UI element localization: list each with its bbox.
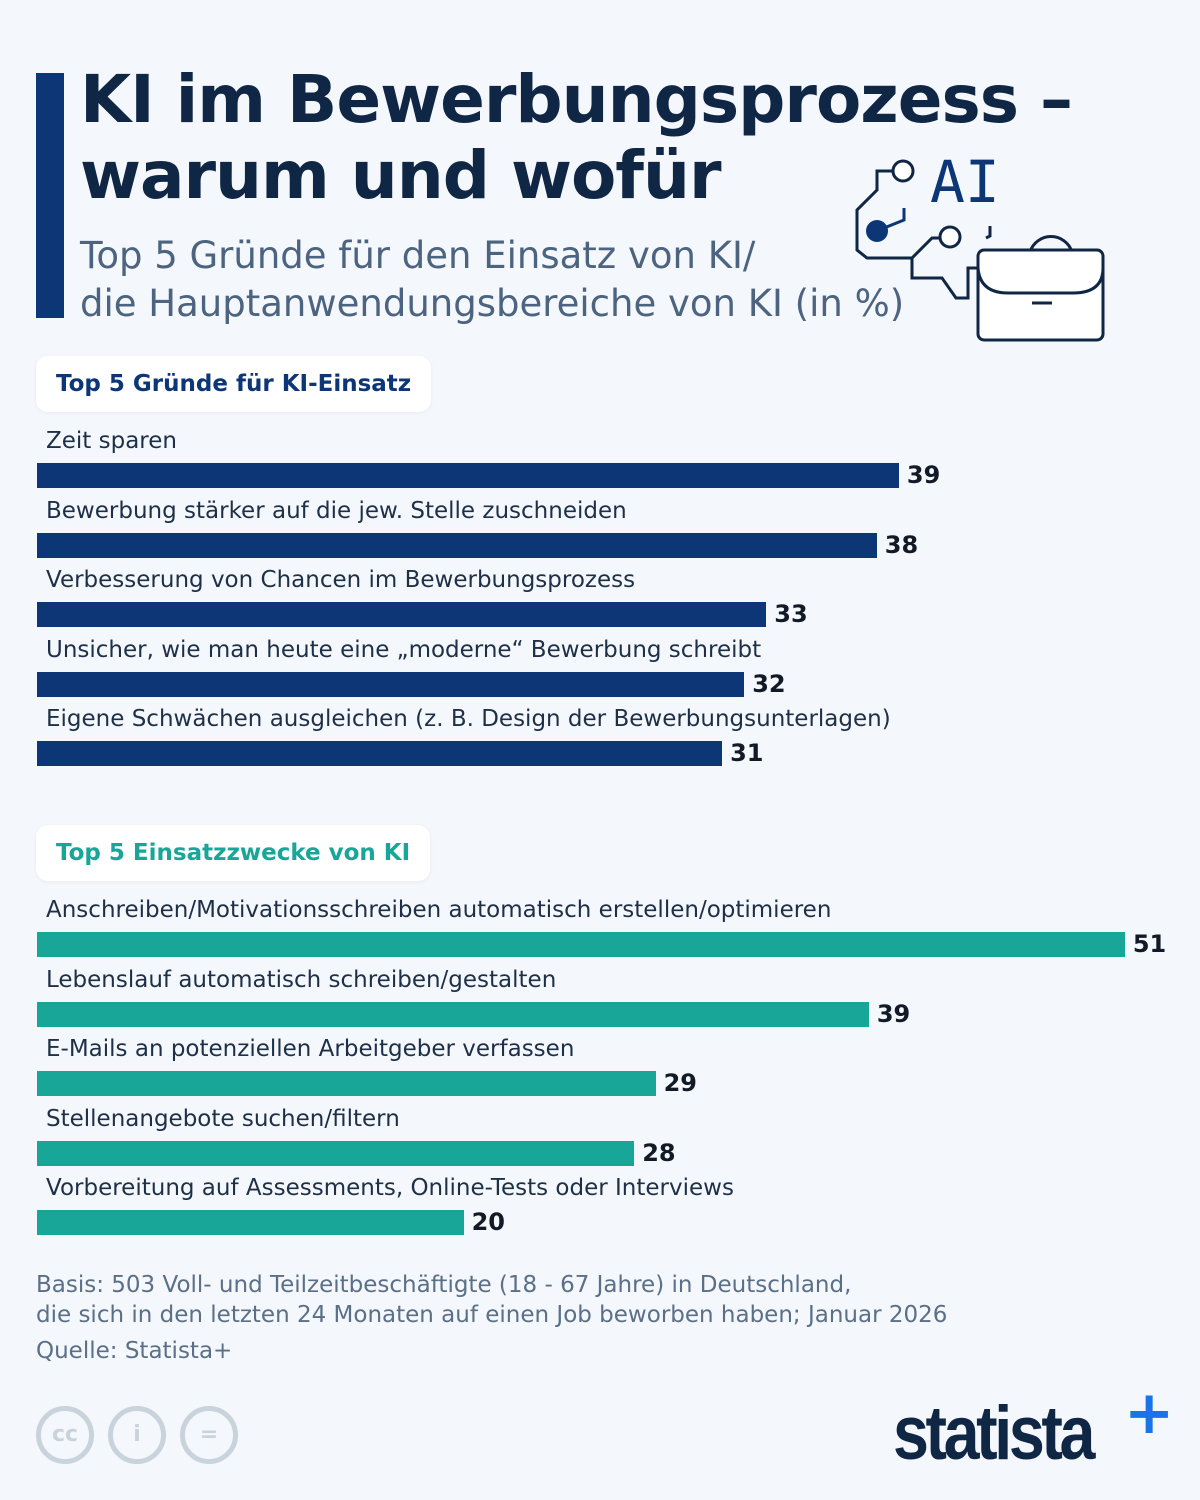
- chart-title: KI im Bewerbungsprozess – warum und wofür: [80, 61, 1073, 214]
- bar: [37, 532, 877, 558]
- bar: [37, 1140, 635, 1166]
- category-label: Bewerbung stärker auf die jew. Stelle zu…: [46, 497, 627, 524]
- value-label: 39: [876, 999, 911, 1028]
- category-label: Zeit sparen: [46, 428, 177, 454]
- value-label: 20: [471, 1208, 505, 1236]
- bar: [37, 463, 899, 488]
- bar: [37, 1210, 464, 1235]
- subtitle-line-1: Top 5 Gründe für den Einsatz von KI/: [80, 234, 756, 277]
- basis-line-2: die sich in den letzten 24 Monaten auf e…: [36, 1302, 948, 1328]
- value-label: 29: [663, 1069, 697, 1097]
- value-label: 31: [730, 739, 764, 767]
- category-label: Vorbereitung auf Assessments, Online-Tes…: [46, 1175, 734, 1201]
- statista-logo[interactable]: statista: [893, 1391, 1095, 1476]
- section-title-2: Top 5 Einsatzzwecke von KI: [36, 825, 431, 881]
- category-label: Eigene Schwächen ausgleichen (z. B. Desi…: [46, 706, 891, 732]
- bar: [37, 1001, 869, 1027]
- bar: [37, 932, 1125, 957]
- category-label: Lebenslauf automatisch schreiben/gestalt…: [46, 966, 557, 993]
- value-label: 51: [1132, 930, 1167, 958]
- category-label: Stellenangebote suchen/filtern: [46, 1105, 400, 1132]
- bar: [37, 1071, 656, 1096]
- value-label: 39: [906, 461, 941, 489]
- category-label: E-Mails an potenziellen Arbeitgeber verf…: [46, 1036, 575, 1062]
- attribution-icon[interactable]: i: [108, 1406, 166, 1464]
- title-line-1: KI im Bewerbungsprozess –: [80, 61, 1073, 138]
- value-label: 33: [774, 600, 808, 628]
- ai-briefcase-icon: AI: [855, 148, 1105, 342]
- source-note: Quelle: Statista+: [36, 1338, 233, 1364]
- section-title-1: Top 5 Gründe für KI-Einsatz: [36, 356, 432, 412]
- basis-line-1: Basis: 503 Voll- und Teilzeitbeschäftigt…: [36, 1272, 852, 1298]
- bar: [37, 741, 723, 766]
- value-label: 32: [752, 669, 786, 698]
- bar: [37, 671, 745, 697]
- cc-license-icon[interactable]: cc: [36, 1406, 94, 1464]
- title-accent-bar: [36, 73, 64, 318]
- title-line-2: warum und wofür: [80, 137, 722, 214]
- no-derivatives-icon[interactable]: =: [180, 1406, 238, 1464]
- category-label: Unsicher, wie man heute eine „moderne“ B…: [46, 636, 762, 663]
- footer-note: Basis: 503 Voll- und Teilzeitbeschäftigt…: [36, 1270, 947, 1330]
- value-label: 38: [884, 530, 919, 559]
- ai-icon-text: AI: [930, 148, 1000, 216]
- value-label: 28: [642, 1138, 676, 1167]
- category-label: Anschreiben/Motivationsschreiben automat…: [46, 897, 832, 923]
- category-label: Verbesserung von Chancen im Bewerbungspr…: [46, 567, 636, 593]
- subtitle-line-2: die Hauptanwendungsbereiche von KI (in %…: [80, 282, 905, 325]
- bar: [37, 602, 767, 627]
- statista-plus-icon: +: [1124, 1378, 1175, 1448]
- chart-subtitle: Top 5 Gründe für den Einsatz von KI/die …: [80, 232, 904, 328]
